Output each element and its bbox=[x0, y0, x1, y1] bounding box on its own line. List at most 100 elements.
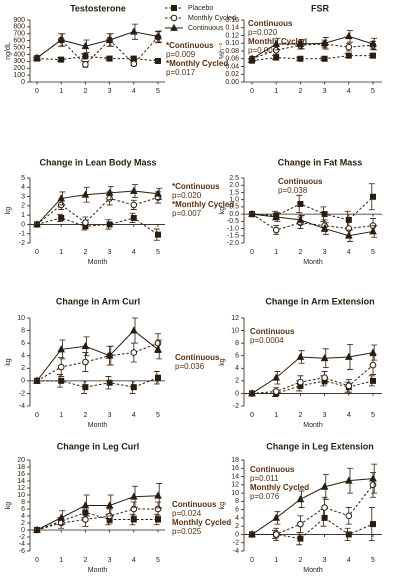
y-tick-label: 12 bbox=[17, 485, 25, 492]
y-tick-label: 0 bbox=[21, 527, 25, 534]
y-tick-label: -2 bbox=[233, 540, 239, 547]
x-tick-label: 2 bbox=[298, 412, 302, 419]
marker-square bbox=[171, 5, 177, 11]
y-tick-label: 2 bbox=[21, 365, 25, 372]
marker-square bbox=[106, 379, 113, 386]
annotation: Monthly Cycled bbox=[250, 483, 309, 492]
legend-label: Continuous bbox=[188, 25, 224, 32]
marker-square bbox=[297, 535, 304, 542]
y-tick-label: 0.10 bbox=[225, 40, 239, 47]
x-tick-label: 2 bbox=[298, 249, 302, 256]
y-tick-label: 600 bbox=[13, 38, 25, 45]
marker-square bbox=[297, 201, 304, 207]
marker-triangle bbox=[296, 495, 305, 503]
panel-title: Testosterone bbox=[70, 3, 126, 13]
marker-triangle bbox=[105, 501, 114, 509]
marker-triangle bbox=[248, 54, 256, 62]
marker-triangle bbox=[272, 373, 281, 381]
series-line bbox=[36, 217, 159, 236]
y-tick-label: 0.04 bbox=[225, 63, 239, 70]
x-tick-label: 3 bbox=[323, 88, 327, 95]
x-tick-label: 3 bbox=[323, 557, 327, 564]
y-tick-label: 200 bbox=[13, 65, 25, 72]
marker-circle bbox=[345, 382, 353, 390]
x-tick-label: 2 bbox=[83, 88, 87, 95]
y-tick-label: -2 bbox=[233, 403, 239, 410]
x-tick-label: 5 bbox=[156, 557, 160, 564]
marker-circle bbox=[345, 225, 353, 232]
y-tick-label: 10 bbox=[17, 492, 25, 499]
y-tick-label: 0 bbox=[235, 531, 239, 538]
marker-circle bbox=[82, 61, 89, 68]
x-tick-label: 0 bbox=[250, 412, 254, 419]
x-tick-label: 1 bbox=[274, 412, 278, 419]
y-tick-label: 8 bbox=[21, 327, 25, 334]
y-tick-label: 900 bbox=[13, 17, 25, 24]
annotation: p=0.0004 bbox=[250, 336, 284, 345]
y-tick-label: 8 bbox=[235, 498, 239, 505]
marker-square bbox=[58, 56, 65, 63]
x-tick-label: 0 bbox=[250, 88, 254, 95]
panel-title: Change in Leg Extension bbox=[266, 441, 374, 451]
y-tick-label: 5 bbox=[21, 175, 25, 182]
y-tick-label: 4 bbox=[235, 515, 239, 522]
marker-triangle bbox=[154, 32, 162, 40]
annotation: p=0.036 bbox=[175, 362, 205, 371]
x-tick-label: 0 bbox=[250, 249, 254, 256]
series-line bbox=[36, 342, 159, 382]
y-tick-label: 6 bbox=[235, 506, 239, 513]
x-axis-label: Month bbox=[303, 259, 323, 266]
annotation: Continuous bbox=[175, 353, 220, 362]
y-axis-label: kg bbox=[5, 358, 12, 366]
y-tick-label: 6 bbox=[21, 506, 25, 513]
x-tick-label: 3 bbox=[323, 249, 327, 256]
annotation: Continuous bbox=[250, 327, 295, 336]
series-line bbox=[37, 377, 159, 388]
marker-circle bbox=[82, 516, 89, 523]
annotation: p=0.020 bbox=[172, 191, 202, 200]
y-tick-label: 10 bbox=[17, 315, 25, 322]
panel-title: Change in Lean Body Mass bbox=[39, 157, 156, 167]
y-tick-label: -4 bbox=[233, 548, 239, 555]
y-tick-label: 0.00 bbox=[225, 79, 239, 86]
marker-triangle bbox=[154, 345, 162, 353]
y-tick-label: 6 bbox=[21, 340, 25, 347]
marker-square bbox=[370, 52, 376, 59]
marker-triangle bbox=[105, 35, 114, 43]
y-tick-label: 0.0 bbox=[229, 211, 239, 218]
series-line bbox=[251, 213, 374, 237]
marker-triangle bbox=[369, 227, 377, 235]
y-tick-label: 2 bbox=[21, 203, 25, 210]
marker-triangle bbox=[57, 35, 66, 43]
y-tick-label: 14 bbox=[17, 478, 25, 485]
marker-triangle bbox=[81, 501, 90, 509]
x-tick-label: 4 bbox=[132, 412, 136, 419]
y-tick-label: -4 bbox=[19, 541, 25, 548]
marker-triangle bbox=[320, 482, 329, 490]
x-tick-label: 5 bbox=[156, 249, 160, 256]
y-tick-label: 20 bbox=[17, 457, 25, 464]
x-tick-label: 5 bbox=[371, 557, 375, 564]
series-line bbox=[252, 484, 374, 535]
x-tick-label: 1 bbox=[59, 249, 63, 256]
x-axis-label: Month bbox=[88, 422, 108, 429]
marker-triangle bbox=[129, 186, 138, 194]
panel-title: Change in Arm Curl bbox=[56, 296, 140, 306]
y-tick-label: 4 bbox=[21, 184, 25, 191]
marker-triangle bbox=[369, 348, 377, 356]
annotation: *Monthly Cycled bbox=[166, 59, 228, 68]
y-tick-label: 8 bbox=[235, 340, 239, 347]
y-tick-label: 0 bbox=[235, 390, 239, 397]
annotation: *Continuous bbox=[166, 41, 214, 50]
marker-square bbox=[58, 214, 65, 221]
x-tick-label: 1 bbox=[274, 88, 278, 95]
marker-square bbox=[130, 55, 137, 62]
x-axis-label: Month bbox=[303, 422, 323, 429]
y-tick-label: 2.0 bbox=[229, 182, 239, 189]
marker-square bbox=[273, 54, 280, 61]
marker-triangle bbox=[344, 352, 353, 360]
y-tick-label: -1 bbox=[19, 231, 25, 238]
marker-triangle bbox=[320, 38, 329, 47]
marker-square bbox=[82, 53, 89, 60]
marker-triangle bbox=[57, 513, 66, 521]
